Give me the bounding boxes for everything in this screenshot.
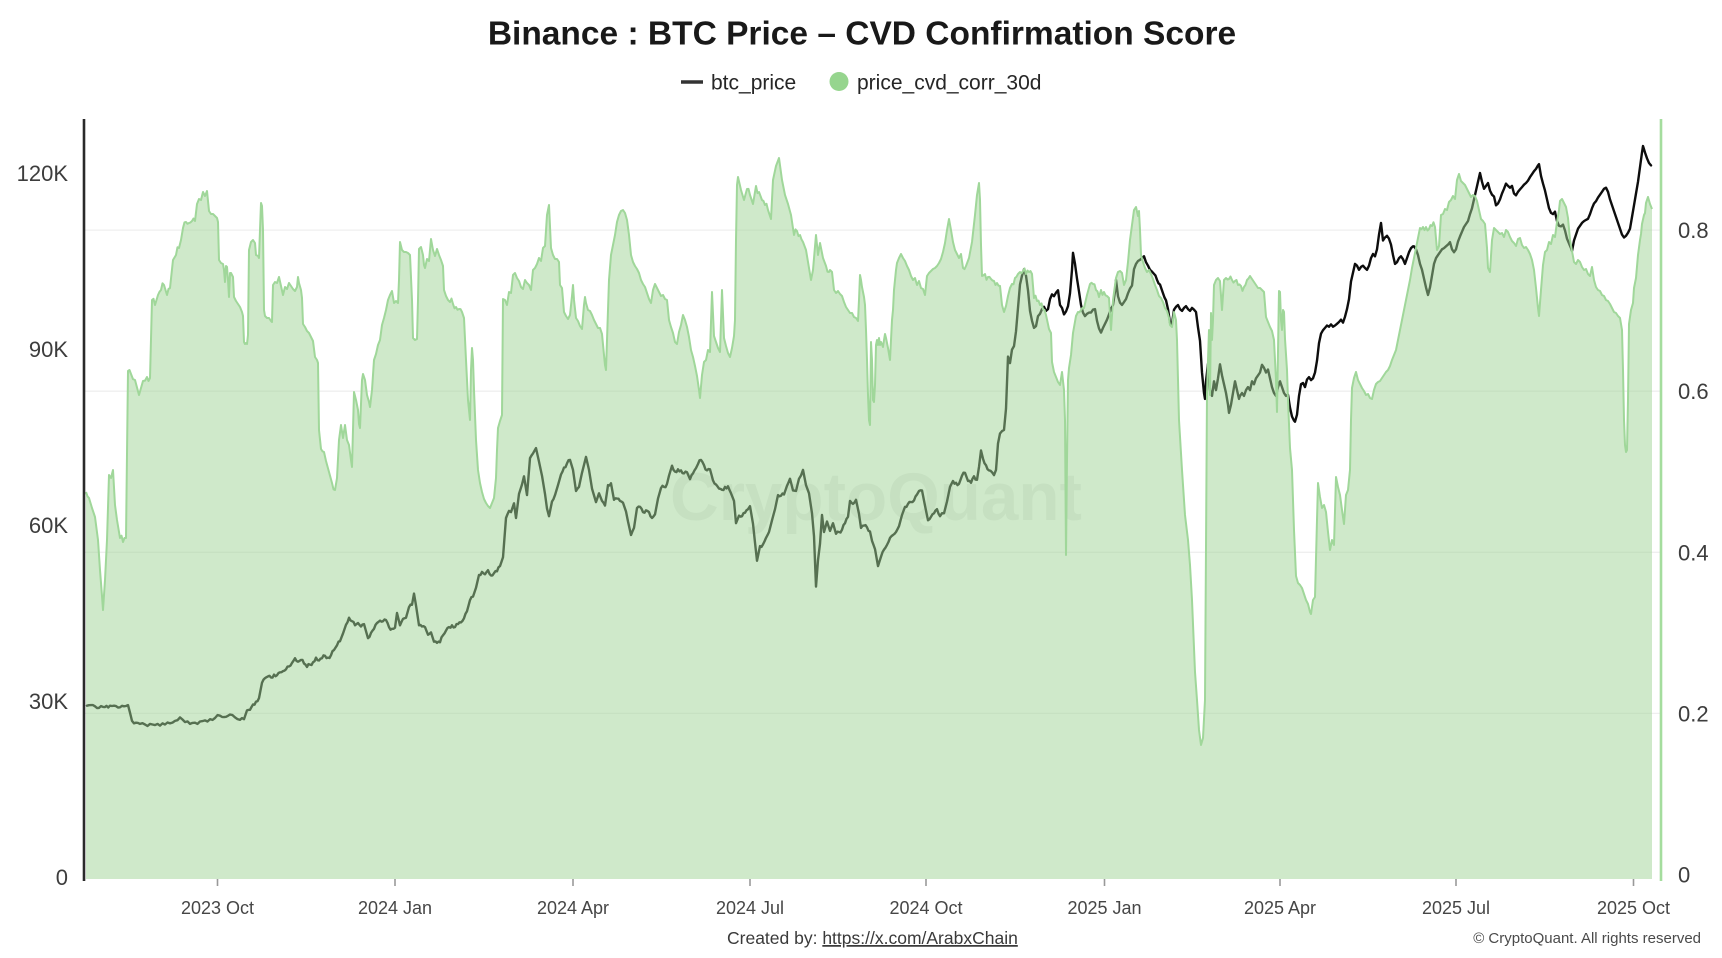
svg-text:60K: 60K — [29, 513, 68, 538]
svg-text:btc_price: btc_price — [711, 72, 796, 95]
svg-text:0.6: 0.6 — [1678, 379, 1709, 404]
svg-text:30K: 30K — [29, 689, 68, 714]
svg-text:2025 Jul: 2025 Jul — [1422, 898, 1490, 918]
svg-text:2024 Oct: 2024 Oct — [889, 898, 962, 918]
svg-text:120K: 120K — [17, 161, 69, 186]
svg-text:0.8: 0.8 — [1678, 218, 1709, 243]
svg-text:2023 Oct: 2023 Oct — [181, 898, 254, 918]
svg-text:© CryptoQuant. All rights rese: © CryptoQuant. All rights reserved — [1473, 930, 1701, 947]
svg-text:2024 Jul: 2024 Jul — [716, 898, 784, 918]
svg-text:0.2: 0.2 — [1678, 701, 1709, 726]
svg-text:2025 Jan: 2025 Jan — [1067, 898, 1141, 918]
svg-text:0: 0 — [56, 865, 68, 890]
svg-text:2025 Oct: 2025 Oct — [1597, 898, 1670, 918]
svg-text:90K: 90K — [29, 337, 68, 362]
svg-text:2024 Jan: 2024 Jan — [358, 898, 432, 918]
svg-text:2024 Apr: 2024 Apr — [537, 898, 609, 918]
svg-text:Created by: https://x.com/Arab: Created by: https://x.com/ArabxChain — [727, 928, 1018, 948]
svg-text:2025 Apr: 2025 Apr — [1244, 898, 1316, 918]
svg-text:price_cvd_corr_30d: price_cvd_corr_30d — [857, 72, 1041, 95]
svg-text:0: 0 — [1678, 863, 1690, 888]
svg-text:0.4: 0.4 — [1678, 540, 1709, 565]
svg-text:Binance : BTC Price – CVD Conf: Binance : BTC Price – CVD Confirmation S… — [488, 16, 1236, 53]
